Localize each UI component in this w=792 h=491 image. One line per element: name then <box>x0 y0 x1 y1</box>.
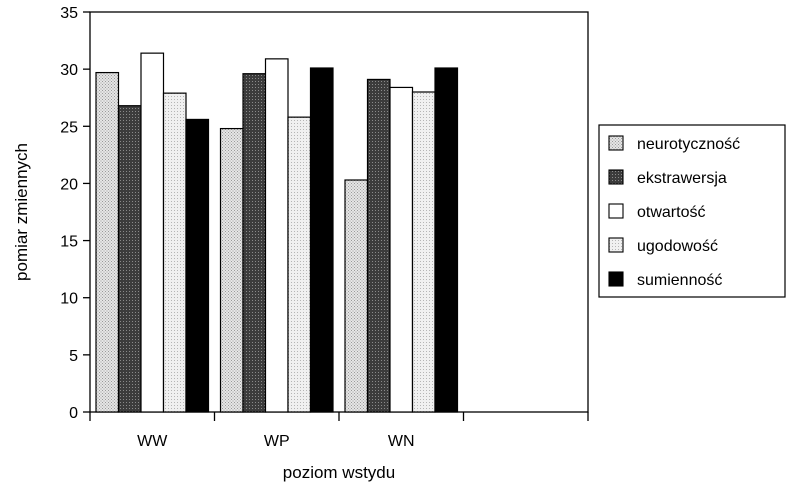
legend-swatch-sumienność <box>608 271 624 287</box>
legend-label: ekstrawersja <box>637 170 727 187</box>
x-axis: WW WP WN <box>89 412 589 450</box>
bar-neurotyczność-WP <box>219 127 244 413</box>
y-tick-label: 25 <box>60 119 78 136</box>
y-tick-label: 20 <box>60 176 78 193</box>
bar-otwartość-WN <box>389 86 414 413</box>
x-tick-label: WW <box>137 433 168 450</box>
legend-label: sumienność <box>637 272 722 289</box>
legend-swatch-otwartość <box>608 203 624 219</box>
legend-label: ugodowość <box>637 238 718 255</box>
y-tick-label: 0 <box>69 405 78 422</box>
bar-ugodowość-WW <box>162 92 187 413</box>
legend-swatch-ugodowość <box>608 237 624 253</box>
legend-swatch-neurotyczność <box>608 135 624 151</box>
bar-sumienność-WW <box>185 118 210 413</box>
bar-otwartość-WW <box>140 52 165 413</box>
x-tick-label: WP <box>264 433 290 450</box>
y-axis: 0 5 10 15 20 25 30 35 <box>60 5 90 422</box>
legend-swatch-ekstrawersja <box>608 169 624 185</box>
legend: neurotyczność ekstrawersja otwartość ugodow… <box>598 124 786 298</box>
y-tick-label: 35 <box>60 5 78 22</box>
bar-ugodowość-WN <box>411 91 436 413</box>
bars <box>95 52 459 413</box>
x-axis-title: poziom wstydu <box>283 463 395 482</box>
y-tick-label: 15 <box>60 234 78 251</box>
bar-ugodowość-WP <box>287 116 312 413</box>
y-axis-title: pomiar zmiennych <box>12 143 31 281</box>
bar-ekstrawersja-WN <box>366 78 391 413</box>
y-tick-label: 30 <box>60 62 78 79</box>
bar-ekstrawersja-WW <box>117 105 142 413</box>
bar-neurotyczność-WN <box>344 179 369 413</box>
bar-ekstrawersja-WP <box>242 73 267 413</box>
y-tick-label: 5 <box>69 348 78 365</box>
bar-neurotyczność-WW <box>95 71 120 413</box>
x-tick-label: WN <box>388 433 415 450</box>
legend-label: neurotyczność <box>637 136 740 153</box>
y-tick-label: 10 <box>60 291 78 308</box>
bar-sumienność-WN <box>434 67 459 413</box>
legend-box <box>598 124 786 298</box>
bar-sumienność-WP <box>309 67 334 413</box>
legend-label: otwartość <box>637 204 705 221</box>
bar-otwartość-WP <box>264 58 289 413</box>
